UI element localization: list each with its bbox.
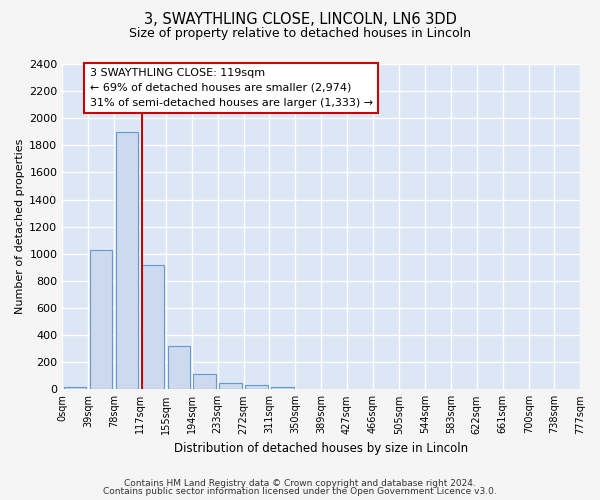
Text: Size of property relative to detached houses in Lincoln: Size of property relative to detached ho… [129, 28, 471, 40]
Bar [64, 386, 86, 390]
X-axis label: Distribution of detached houses by size in Lincoln: Distribution of detached houses by size … [174, 442, 468, 455]
Bar [245, 385, 268, 390]
Bar [167, 346, 190, 390]
Bar [220, 382, 242, 390]
Bar [193, 374, 215, 390]
Y-axis label: Number of detached properties: Number of detached properties [15, 139, 25, 314]
Bar [116, 132, 138, 390]
Bar [271, 386, 293, 390]
Text: Contains public sector information licensed under the Open Government Licence v3: Contains public sector information licen… [103, 487, 497, 496]
Text: 3 SWAYTHLING CLOSE: 119sqm
← 69% of detached houses are smaller (2,974)
31% of s: 3 SWAYTHLING CLOSE: 119sqm ← 69% of deta… [89, 68, 373, 108]
Bar [90, 250, 112, 390]
Text: Contains HM Land Registry data © Crown copyright and database right 2024.: Contains HM Land Registry data © Crown c… [124, 478, 476, 488]
Text: 3, SWAYTHLING CLOSE, LINCOLN, LN6 3DD: 3, SWAYTHLING CLOSE, LINCOLN, LN6 3DD [143, 12, 457, 28]
Bar [142, 264, 164, 390]
